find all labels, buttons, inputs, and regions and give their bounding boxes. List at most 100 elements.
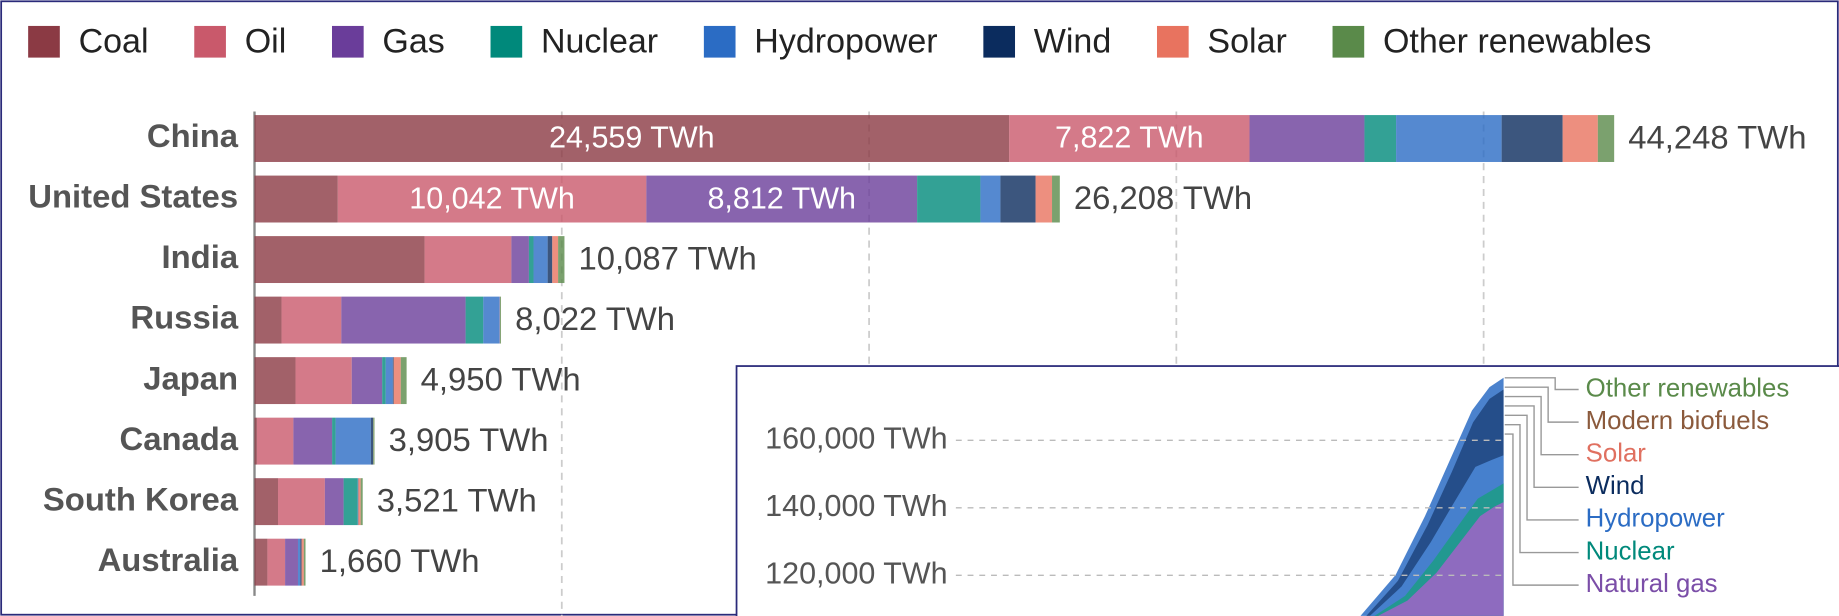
bar-segment	[511, 236, 529, 284]
bar-segment	[256, 417, 294, 465]
legend-swatch	[490, 25, 523, 58]
leader-line	[1504, 377, 1579, 391]
bar-segment	[300, 538, 302, 586]
bar-segment	[254, 115, 1010, 162]
legend-label: Coal	[79, 23, 149, 61]
bar-segment	[1396, 115, 1502, 162]
bar-chart: Coal Oil Gas Nuclear Hydropower Wind Solar Othe…	[28, 23, 1806, 616]
bar-segment	[1249, 115, 1365, 162]
bar-segment	[254, 296, 282, 344]
legend-swatch	[28, 25, 60, 58]
legend-label: Other renewables	[1383, 23, 1651, 61]
total-label: 44,248 TWh	[1628, 118, 1806, 155]
bar-segment	[552, 236, 559, 284]
legend-label: Hydropower	[754, 23, 937, 61]
bar-segment	[278, 478, 325, 526]
bar-segment	[558, 236, 565, 284]
bar-segment	[1364, 115, 1397, 162]
bar-segment	[646, 175, 918, 223]
bar-segment	[382, 357, 386, 405]
total-label: 8,022 TWh	[515, 300, 675, 337]
legend-swatch	[983, 25, 1016, 58]
bar-segment	[343, 478, 358, 526]
area-natural-gas	[1378, 502, 1504, 616]
leader-line	[1504, 405, 1579, 489]
total-label: 1,660 TWh	[320, 542, 480, 579]
category-label: China	[147, 117, 239, 154]
legend-label: Oil	[245, 23, 287, 61]
bar-segment	[400, 357, 407, 405]
leader-line	[1504, 395, 1579, 456]
leader-line	[1504, 423, 1579, 554]
value-label: 24,559 TWh	[549, 121, 715, 155]
bar-segment	[267, 538, 286, 586]
bar-segment	[392, 357, 394, 405]
legend-swatch	[1156, 25, 1189, 58]
leader-line	[1504, 433, 1579, 586]
category-label: Australia	[98, 541, 239, 578]
total-label: 3,521 TWh	[377, 481, 537, 518]
value-label: 7,822 TWh	[1055, 121, 1204, 155]
bar-segment	[341, 296, 466, 344]
legend-label: Wind	[1034, 23, 1111, 61]
bar-segment	[360, 478, 363, 526]
inset-frame	[735, 365, 1839, 616]
leader-line	[1504, 414, 1579, 521]
legend-label: Solar	[1207, 23, 1286, 61]
bar-segment	[528, 236, 534, 284]
legend-swatch	[194, 25, 226, 58]
bar-segment	[424, 236, 512, 284]
total-label: 3,905 TWh	[389, 421, 549, 458]
legend-swatch	[331, 25, 364, 58]
bar-segment	[370, 417, 374, 465]
total-label: 10,087 TWh	[579, 239, 757, 276]
bar-segment	[254, 478, 279, 526]
bar-segment	[332, 417, 336, 465]
area-label: Natural gas	[1586, 570, 1718, 598]
inset-chart: 120,000 TWh 140,000 TWh 160,000 TWh Other r…	[735, 365, 1839, 616]
bar-segment	[301, 538, 304, 586]
bar-segment	[285, 538, 298, 586]
area-label: Hydropower	[1586, 505, 1725, 533]
area-label: Wind	[1586, 472, 1645, 500]
area-label: Modern biofuels	[1586, 407, 1770, 435]
bar-segment	[324, 478, 344, 526]
total-label: 4,950 TWh	[421, 360, 581, 397]
bar-segment	[358, 478, 361, 526]
bar-segment	[917, 175, 981, 223]
bar-segment	[335, 417, 371, 465]
legend-swatch	[1332, 25, 1365, 58]
category-label: United States	[28, 178, 238, 215]
bar-segment	[547, 236, 553, 284]
leader-line	[1504, 386, 1579, 423]
bar-segment	[1052, 175, 1060, 223]
bar-segment	[254, 538, 268, 586]
bar-segment	[385, 357, 393, 405]
bar-segment	[254, 236, 425, 284]
bar-segment	[297, 538, 301, 586]
bar-segment	[254, 417, 257, 465]
bar-segment	[373, 417, 375, 465]
legend: Coal Oil Gas Nuclear Hydropower Wind Solar Othe…	[28, 23, 1651, 61]
bar-segment	[533, 236, 548, 284]
bar-segment	[1597, 115, 1615, 162]
category-label: South Korea	[43, 480, 239, 517]
inset-areas	[1360, 377, 1504, 616]
value-label: 8,812 TWh	[707, 181, 856, 215]
bar-segment	[293, 417, 333, 465]
bar-segment	[1562, 115, 1598, 162]
bar-segment	[465, 296, 484, 344]
bar-segment	[295, 357, 352, 405]
bar-segment	[281, 296, 342, 344]
value-label: 10,042 TWh	[409, 181, 575, 215]
bar-segment	[1035, 175, 1053, 223]
category-label: India	[161, 238, 238, 275]
bar-segment	[303, 538, 306, 586]
y-tick-label: 140,000 TWh	[765, 489, 947, 523]
bar-segment	[254, 175, 338, 223]
bar-segment	[980, 175, 1001, 223]
bar-segment	[351, 357, 383, 405]
y-tick-label: 160,000 TWh	[765, 421, 947, 455]
bar-segment	[393, 357, 401, 405]
